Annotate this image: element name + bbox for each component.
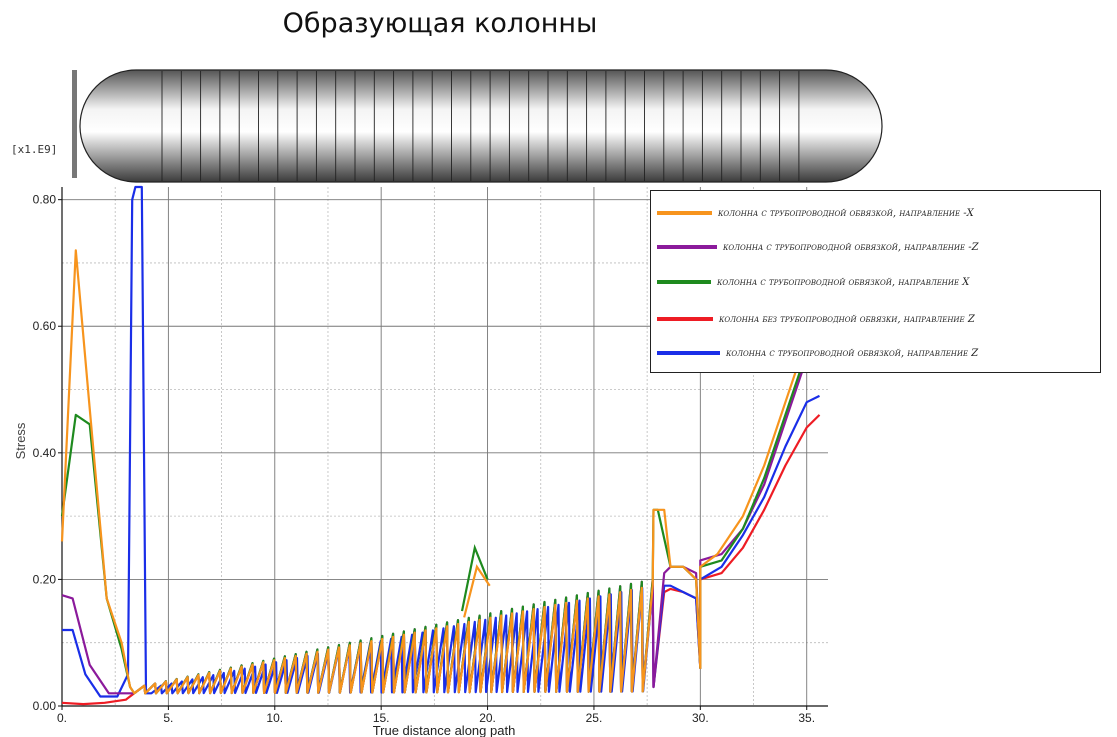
x-tick-label: 30. — [692, 711, 709, 725]
chart-series — [60, 185, 821, 706]
series-peak-x — [460, 543, 489, 612]
legend-item: колонна без трубопроводной обвязки, напр… — [651, 307, 1100, 331]
legend-item: колонна с трубопроводной обвязкой, напра… — [651, 235, 1100, 259]
y-tick-label: 0.20 — [33, 572, 57, 586]
y-tick-label: 0.40 — [33, 446, 57, 460]
vessel-rings — [161, 71, 800, 181]
x-tick-label: 10. — [266, 711, 283, 725]
x-tick-label: 20. — [479, 711, 496, 725]
y-tick-label: 0.60 — [33, 319, 57, 333]
series-line-0 — [60, 249, 813, 695]
legend-label: колонна с трубопроводной обвязкой, напра… — [726, 347, 979, 359]
y-tick-label: 0.00 — [33, 699, 57, 713]
vessel-body — [72, 69, 883, 183]
legend-item: колонна с трубопроводной обвязкой, напра… — [651, 201, 1100, 225]
x-tick-label: 0. — [57, 711, 67, 725]
legend-swatch — [657, 317, 713, 321]
x-axis-label: True distance along path — [373, 723, 516, 737]
legend-swatch — [657, 245, 717, 249]
x-tick-label: 5. — [163, 711, 173, 725]
x-tick-label: 15. — [373, 711, 390, 725]
legend-label: колонна с трубопроводной обвязкой, напра… — [717, 276, 970, 288]
chart-legend: колонна с трубопроводной обвязкой, напра… — [650, 190, 1101, 373]
page-title: Образующая колонны — [282, 8, 598, 39]
column-vessel-diagram — [72, 69, 883, 183]
legend-label: колонна с трубопроводной обвязкой, напра… — [723, 241, 979, 253]
x-tick-label: 35. — [798, 711, 815, 725]
legend-item: колонна с трубопроводной обвязкой, напра… — [651, 341, 1100, 365]
legend-label: колонна без трубопроводной обвязки, напр… — [719, 313, 975, 325]
y-tick-label: 0.80 — [33, 193, 57, 207]
y-axis-multiplier: [x1.E9] — [11, 143, 58, 156]
legend-swatch — [657, 351, 720, 355]
y-axis-label: Stress — [13, 422, 28, 459]
x-tick-label: 25. — [586, 711, 603, 725]
legend-swatch — [657, 280, 711, 284]
legend-swatch — [657, 211, 712, 215]
series-peak-minus-x — [463, 564, 491, 618]
legend-label: колонна с трубопроводной обвязкой, напра… — [718, 207, 974, 219]
legend-item: колонна с трубопроводной обвязкой, напра… — [651, 270, 1100, 294]
chart-ticks: 0. 5. 10. 15. 20. 25. 30. 35. 0.00 0.20 0.40 0.60 0.… — [33, 193, 815, 725]
series-line-4 — [62, 185, 820, 698]
